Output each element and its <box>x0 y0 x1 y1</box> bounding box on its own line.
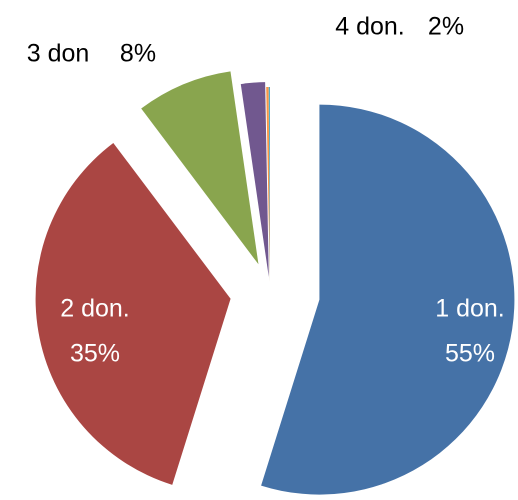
slice-value-label: 35% <box>70 340 120 368</box>
slice-category-label: 1 don. <box>435 295 505 323</box>
pie-slice <box>266 87 270 283</box>
slice-category-label: 3 don <box>27 40 90 68</box>
slice-category-label: 4 don. <box>335 13 405 41</box>
slice-value-label: 2% <box>428 13 464 41</box>
pie-slice <box>268 87 270 283</box>
slice-value-label: 55% <box>445 340 495 368</box>
pie-slice <box>261 104 515 495</box>
slice-value-label: 8% <box>120 40 156 68</box>
pie-slice <box>141 71 259 265</box>
pie-slice <box>35 142 231 485</box>
pie-slice <box>240 82 269 278</box>
slice-category-label: 2 don. <box>60 295 130 323</box>
